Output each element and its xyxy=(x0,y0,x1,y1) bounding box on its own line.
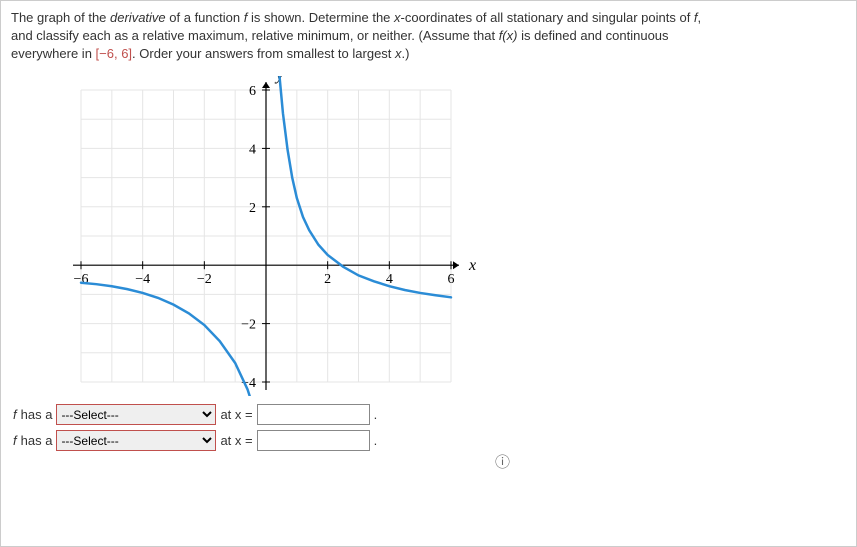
text: The graph of the xyxy=(11,10,110,25)
x-value-input-1[interactable] xyxy=(257,404,370,425)
text: of a function xyxy=(166,10,244,25)
text-f: f xyxy=(13,407,17,422)
svg-text:2: 2 xyxy=(249,200,256,215)
svg-text:−4: −4 xyxy=(135,272,150,287)
x-value-input-2[interactable] xyxy=(257,430,370,451)
answer-row-2: f has a ---Select--- at x = . xyxy=(13,428,846,454)
answer-section: f has a ---Select--- at x = . f has a --… xyxy=(13,402,846,454)
derivative-graph: −6−4−2246−4−2246xy xyxy=(51,76,846,396)
text: , xyxy=(698,10,702,25)
svg-text:−6: −6 xyxy=(74,272,89,287)
text: everywhere in xyxy=(11,46,96,61)
text-interval: [−6, 6] xyxy=(96,46,133,61)
text-fx: f(x) xyxy=(499,28,518,43)
svg-text:6: 6 xyxy=(448,272,455,287)
text-derivative: derivative xyxy=(110,10,166,25)
svg-text:4: 4 xyxy=(249,142,256,157)
problem-statement: The graph of the derivative of a functio… xyxy=(11,9,846,64)
svg-text:6: 6 xyxy=(249,84,256,99)
text-f: f xyxy=(13,433,17,448)
text: and classify each as a relative maximum,… xyxy=(11,28,499,43)
svg-text:2: 2 xyxy=(324,272,331,287)
info-icon[interactable]: ⓘ xyxy=(495,451,510,472)
text: has a xyxy=(21,433,53,448)
text-at-x: at x = xyxy=(220,433,252,448)
text: . xyxy=(374,407,378,422)
text: .) xyxy=(402,46,410,61)
answer-row-1: f has a ---Select--- at x = . xyxy=(13,402,846,428)
chart-svg: −6−4−2246−4−2246xy xyxy=(51,76,481,396)
svg-text:−2: −2 xyxy=(197,272,212,287)
svg-text:x: x xyxy=(468,257,476,274)
text: is defined and continuous xyxy=(517,28,668,43)
text: is shown. Determine the xyxy=(247,10,394,25)
text: . xyxy=(374,433,378,448)
text: -coordinates of all stationary and singu… xyxy=(401,10,694,25)
text: . Order your answers from smallest to la… xyxy=(132,46,395,61)
text: has a xyxy=(21,407,53,422)
text-at-x: at x = xyxy=(220,407,252,422)
classification-select-1[interactable]: ---Select--- xyxy=(56,404,216,425)
classification-select-2[interactable]: ---Select--- xyxy=(56,430,216,451)
svg-text:−2: −2 xyxy=(241,317,256,332)
